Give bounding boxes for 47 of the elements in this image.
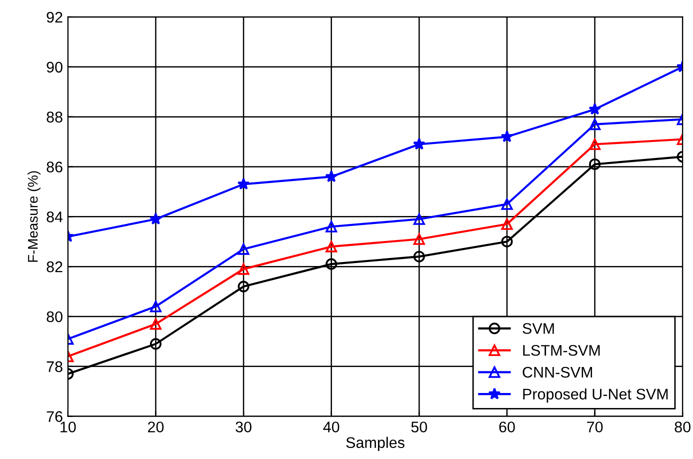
point [325,170,338,182]
point [589,118,601,130]
point [150,300,162,312]
point [413,213,425,225]
point [238,280,250,292]
legend-label: SVM [522,323,554,334]
x-tick-label: 40 [323,422,340,432]
y-axis-title: F-Measure (%) [28,171,40,262]
x-tick-label: 30 [236,422,252,432]
x-tick-label: 80 [674,422,691,432]
point [500,130,514,142]
point [413,250,425,262]
point [501,236,513,248]
point [326,240,338,252]
point [326,258,338,270]
y-tick-label: 84 [46,212,63,222]
y-tick-label: 88 [46,112,62,122]
point [501,218,513,230]
point [326,220,338,232]
x-axis-title: Samples [346,436,404,452]
point [150,338,162,350]
y-tick-label: 92 [46,12,62,23]
point [150,318,162,330]
x-tick-label: 50 [411,422,428,432]
y-tick-label: 82 [46,261,62,272]
x-tick-label: 70 [587,422,603,432]
point [589,158,601,170]
y-tick-label: 86 [46,162,62,172]
point [150,212,162,225]
point [238,263,250,275]
x-tick-label: 60 [499,422,515,432]
point [412,138,426,150]
x-tick-label: 20 [148,422,164,432]
legend-label: Proposed U-Net SVM [523,388,668,403]
y-tick-label: 90 [46,62,62,73]
y-tick-label: 78 [46,361,62,372]
y-tick-label: 76 [46,411,62,422]
y-tick-label: 80 [46,311,62,322]
point [501,198,513,210]
point [413,233,425,245]
point [238,243,250,255]
x-tick-label: 10 [60,422,76,432]
point [588,102,601,115]
legend-label: CNN-SVM [522,366,592,378]
point [589,138,601,150]
point [237,178,250,190]
legend-label: LSTM-SVM [523,344,600,356]
